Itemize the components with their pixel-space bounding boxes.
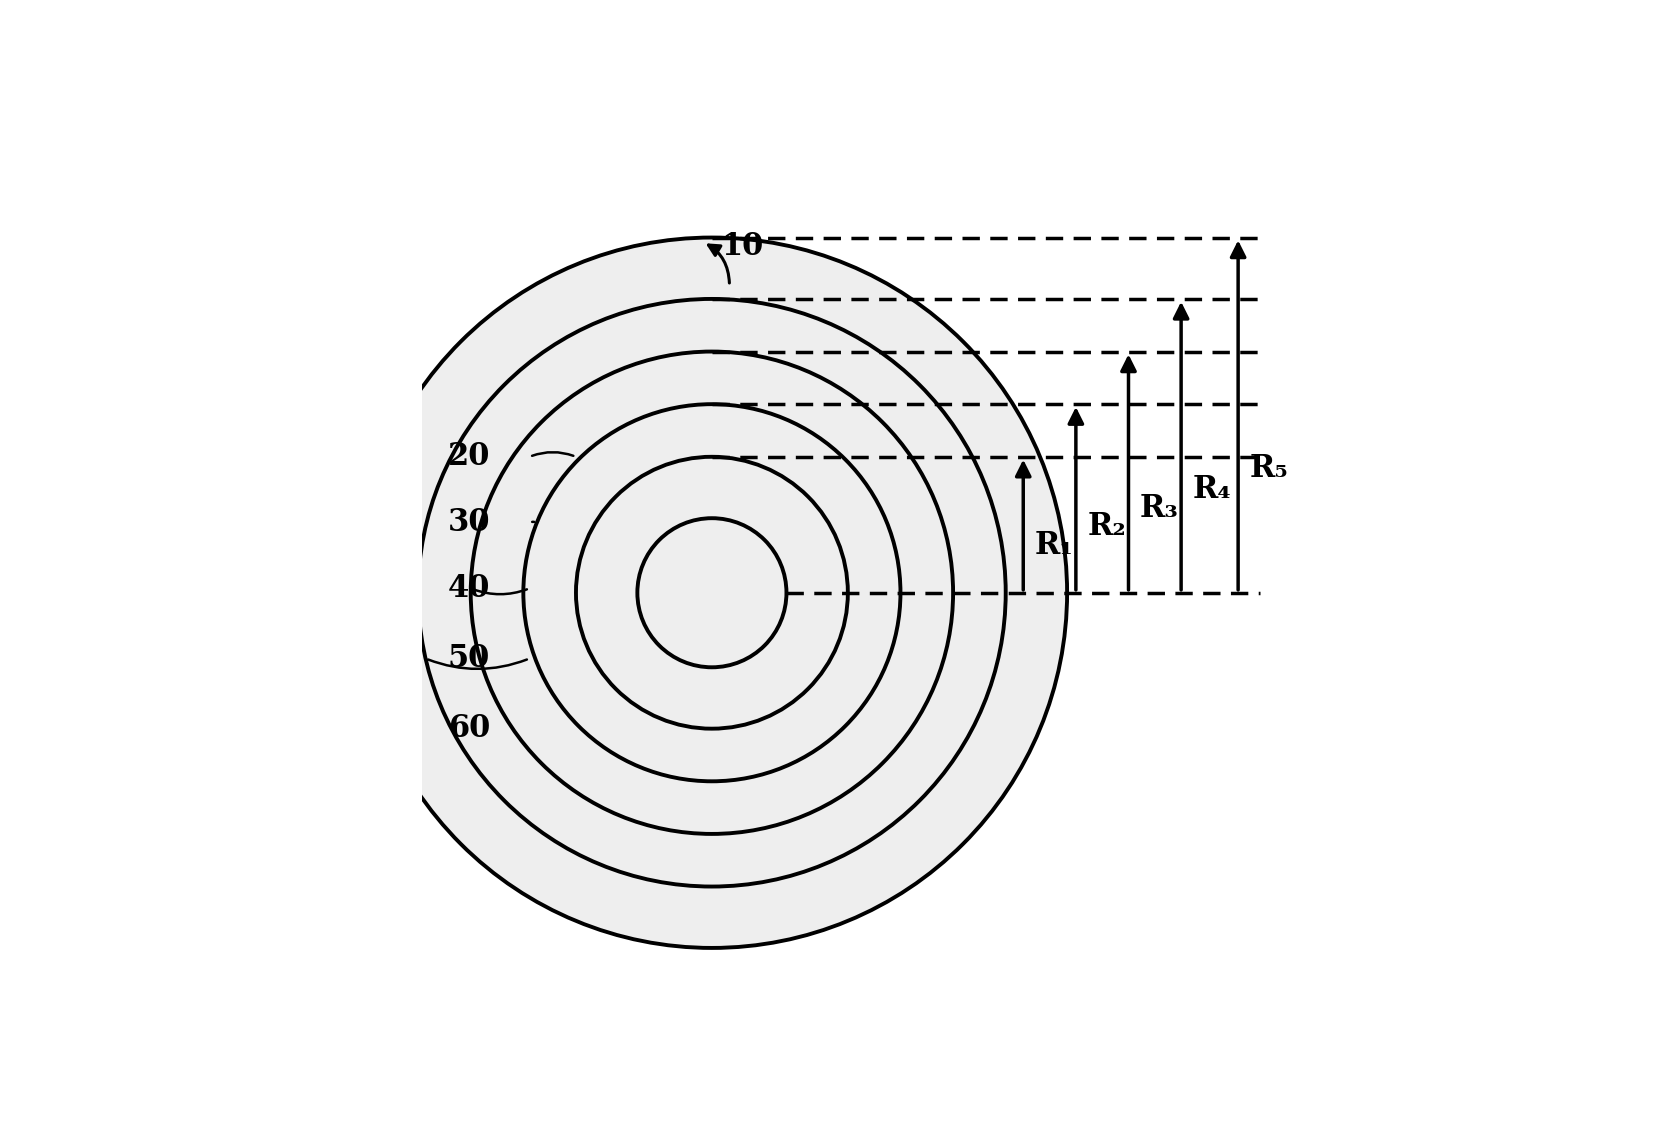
Circle shape: [576, 457, 848, 729]
Circle shape: [470, 352, 953, 834]
Text: 40: 40: [447, 573, 491, 604]
Circle shape: [418, 298, 1006, 886]
Text: R₂: R₂: [1087, 511, 1126, 542]
Text: 30: 30: [447, 507, 491, 538]
Text: R₄: R₄: [1193, 475, 1231, 506]
Circle shape: [524, 404, 900, 781]
Text: R₁: R₁: [1035, 530, 1074, 560]
Text: R₃: R₃: [1141, 493, 1179, 524]
Text: R₅: R₅: [1250, 453, 1289, 484]
Circle shape: [356, 238, 1067, 948]
Text: 10: 10: [721, 231, 764, 262]
Text: 20: 20: [447, 441, 491, 473]
Text: 50: 50: [449, 644, 491, 674]
Text: 60: 60: [449, 713, 491, 744]
Circle shape: [637, 518, 786, 667]
